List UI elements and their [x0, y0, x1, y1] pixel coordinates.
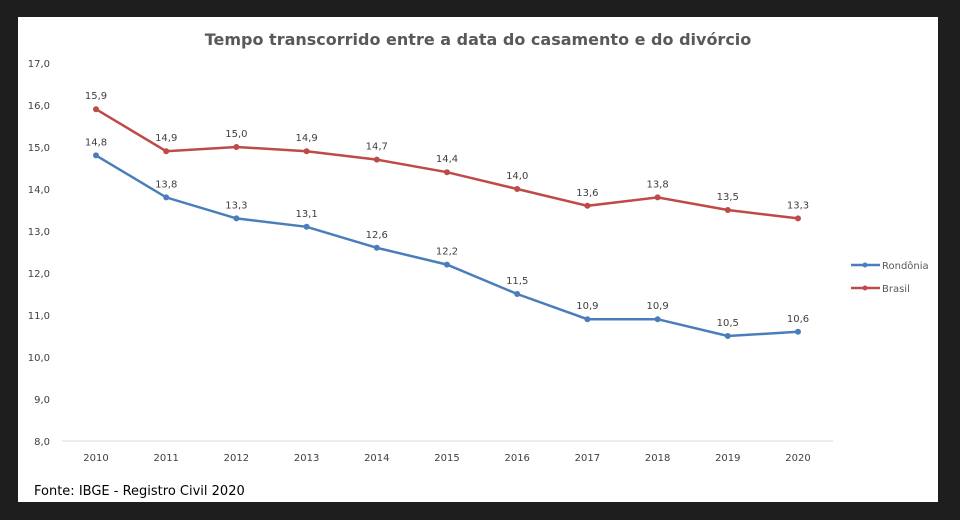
data-label: 13,1 [295, 209, 317, 220]
data-label: 11,5 [506, 276, 528, 287]
y-tick-label: 13,0 [28, 227, 50, 238]
data-point [93, 152, 99, 159]
data-label: 13,5 [717, 192, 739, 203]
data-point [654, 194, 661, 201]
data-label: 10,5 [717, 318, 739, 329]
x-tick-label: 2017 [575, 453, 600, 464]
x-tick-label: 2012 [224, 453, 249, 464]
data-label: 13,8 [646, 179, 668, 190]
data-point [514, 291, 521, 297]
data-point [584, 202, 591, 209]
chart-panel: Tempo transcorrido entre a data do casam… [18, 17, 938, 502]
x-tick-label: 2020 [785, 453, 810, 464]
data-label: 13,8 [155, 179, 177, 190]
y-tick-label: 11,0 [28, 311, 50, 322]
data-point [233, 144, 240, 150]
legend-label: Rondônia [882, 260, 929, 272]
data-point [584, 316, 591, 323]
y-tick-label: 15,0 [28, 143, 50, 154]
line-chart: Tempo transcorrido entre a data do casam… [28, 30, 929, 499]
x-tick-label: 2016 [504, 453, 529, 464]
data-label: 10,9 [576, 301, 598, 312]
y-tick-label: 14,0 [28, 185, 50, 196]
x-tick-label: 2019 [715, 453, 740, 464]
data-label: 14,7 [366, 142, 388, 153]
data-point [654, 316, 661, 323]
data-point [373, 156, 380, 163]
y-tick-label: 12,0 [28, 269, 50, 280]
data-label: 14,9 [295, 133, 317, 144]
x-tick-label: 2018 [645, 453, 670, 464]
data-point [163, 148, 170, 155]
x-tick-label: 2014 [364, 453, 389, 464]
data-point [93, 106, 99, 113]
data-point [444, 169, 450, 176]
x-tick-label: 2015 [434, 453, 459, 464]
data-point [724, 333, 731, 339]
data-label: 12,6 [366, 230, 388, 241]
data-label: 14,9 [155, 133, 177, 144]
x-tick-label: 2013 [294, 453, 319, 464]
data-label: 15,9 [85, 91, 107, 102]
data-point [444, 261, 450, 268]
data-point [795, 328, 801, 335]
data-label: 10,6 [787, 314, 809, 325]
data-point [303, 223, 310, 230]
data-point [373, 244, 380, 251]
data-label: 13,3 [225, 200, 247, 211]
data-point [163, 194, 170, 201]
source-note: Fonte: IBGE - Registro Civil 2020 [34, 484, 245, 499]
legend-marker [862, 285, 868, 291]
data-label: 10,9 [646, 301, 668, 312]
legend-label: Brasil [882, 284, 910, 295]
y-tick-label: 17,0 [28, 59, 50, 70]
y-tick-label: 10,0 [28, 353, 50, 364]
data-label: 15,0 [225, 129, 247, 140]
x-tick-label: 2011 [153, 453, 178, 464]
data-label: 14,4 [436, 154, 458, 165]
legend-marker [862, 262, 868, 268]
data-label: 13,6 [576, 188, 598, 199]
y-tick-label: 16,0 [28, 101, 50, 112]
data-point [233, 215, 240, 222]
chart-title: Tempo transcorrido entre a data do casam… [205, 30, 752, 49]
data-point [303, 148, 310, 155]
data-point [795, 215, 801, 222]
data-label: 13,3 [787, 200, 809, 211]
y-tick-label: 9,0 [34, 395, 50, 406]
data-point [724, 207, 731, 213]
y-tick-label: 8,0 [34, 437, 50, 448]
data-label: 14,0 [506, 171, 528, 182]
data-point [514, 186, 521, 192]
x-tick-label: 2010 [83, 453, 108, 464]
data-label: 12,2 [436, 247, 458, 258]
data-label: 14,8 [85, 137, 107, 148]
